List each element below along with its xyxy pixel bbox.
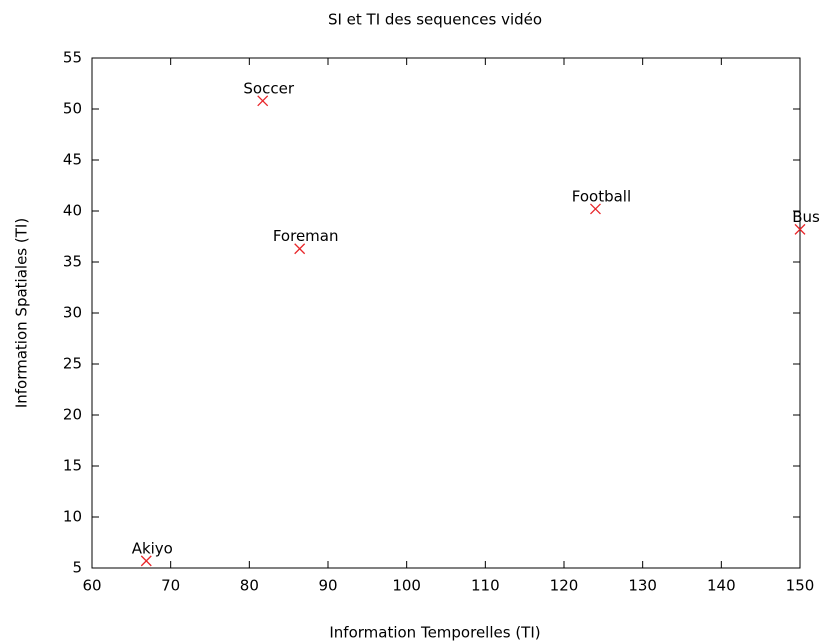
- y-tick-label: 15: [63, 457, 82, 475]
- x-tick-label: 90: [318, 577, 337, 595]
- marker: [794, 223, 806, 235]
- point-label: Akiyo: [132, 539, 173, 557]
- y-tick-label: 25: [63, 355, 82, 373]
- x-tick-label: 100: [392, 577, 421, 595]
- point-label: Bus: [792, 208, 820, 226]
- x-tick-label: 120: [550, 577, 579, 595]
- y-tick-label: 35: [63, 253, 82, 271]
- y-tick-label: 20: [63, 406, 82, 424]
- y-tick-label: 50: [63, 100, 82, 118]
- point-label: Football: [572, 187, 631, 205]
- chart-title: SI et TI des sequences vidéo: [328, 11, 542, 29]
- y-tick-label: 10: [63, 508, 82, 526]
- y-tick-label: 5: [72, 559, 82, 577]
- y-tick-label: 55: [63, 49, 82, 67]
- marker: [140, 555, 152, 567]
- point-label: Foreman: [273, 227, 339, 245]
- x-tick-label: 130: [628, 577, 657, 595]
- x-tick-label: 150: [786, 577, 815, 595]
- x-axis-label: Information Temporelles (TI): [329, 624, 540, 642]
- x-tick-label: 80: [240, 577, 259, 595]
- marker: [294, 243, 306, 255]
- marker: [590, 203, 601, 215]
- y-tick-label: 40: [63, 202, 82, 220]
- x-tick-label: 70: [161, 577, 180, 595]
- marker: [257, 95, 269, 107]
- x-tick-label: 110: [471, 577, 500, 595]
- y-axis-label: Information Spatiales (TI): [13, 218, 31, 408]
- x-tick-label: 60: [82, 577, 101, 595]
- point-label: Soccer: [243, 79, 294, 97]
- y-tick-label: 30: [63, 304, 82, 322]
- y-tick-label: 45: [63, 151, 82, 169]
- x-tick-label: 140: [707, 577, 736, 595]
